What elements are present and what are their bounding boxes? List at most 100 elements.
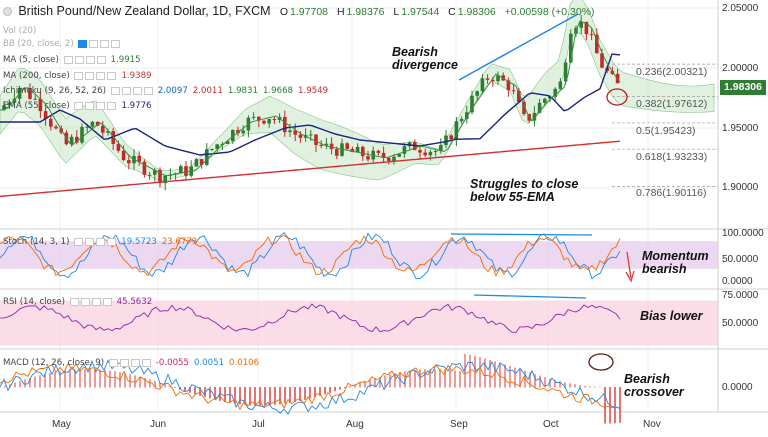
- eye-icon[interactable]: [110, 86, 120, 95]
- candle-body: [251, 116, 256, 118]
- rsi-tick: 50.0000: [722, 318, 759, 329]
- candle-body: [314, 134, 318, 145]
- close-icon[interactable]: [96, 237, 106, 246]
- eye-icon[interactable]: [74, 71, 84, 80]
- close-icon[interactable]: [96, 101, 106, 110]
- candle-body: [262, 120, 266, 124]
- settings-icon[interactable]: [119, 358, 129, 367]
- more-icon[interactable]: [107, 71, 117, 80]
- candle-body: [584, 21, 589, 35]
- close-icon[interactable]: [96, 71, 106, 80]
- macd-histogram-bar: [404, 371, 406, 388]
- eye-icon[interactable]: [74, 101, 84, 110]
- candle-body: [2, 105, 6, 110]
- rsi-band: [0, 300, 718, 346]
- candle-body: [350, 148, 355, 153]
- macd-histogram-bar: [214, 387, 216, 400]
- macd-histogram-bar: [159, 382, 161, 388]
- candle-body: [376, 150, 381, 153]
- macd-histogram-bar: [114, 371, 116, 388]
- macd-histogram-bar: [169, 385, 171, 388]
- macd-histogram-bar: [509, 365, 511, 388]
- eye-icon[interactable]: [108, 358, 118, 367]
- candle-body: [449, 135, 453, 140]
- more-icon[interactable]: [102, 297, 112, 306]
- ema55-line: [0, 53, 621, 156]
- legend-macd[interactable]: MACD (12, 26, close, 9) -0.0055 0.0051 0.0…: [3, 358, 259, 369]
- close-icon[interactable]: [91, 297, 101, 306]
- settings-icon[interactable]: [85, 71, 95, 80]
- symbol-title: British Pound/New Zealand Dollar, 1D, FX…: [18, 4, 271, 18]
- month-label: Sep: [450, 419, 468, 430]
- candle-body: [324, 143, 329, 146]
- high-value: 1.98376: [346, 6, 385, 18]
- eye-icon[interactable]: [74, 237, 84, 246]
- change-value: +0.00598 (+0.30%): [504, 6, 595, 18]
- trendline-price: [458, 13, 579, 81]
- eye-icon[interactable]: [63, 55, 73, 64]
- legend-ma5[interactable]: MA (5, close) 1.9915: [3, 55, 141, 66]
- macd-histogram-bar: [499, 362, 501, 388]
- eye-icon[interactable]: [69, 297, 79, 306]
- settings-icon[interactable]: [74, 55, 84, 64]
- candle-body: [95, 121, 100, 126]
- candle-body: [595, 34, 599, 54]
- macd-histogram-bar: [464, 353, 466, 388]
- candle-body: [153, 169, 157, 175]
- candle-body: [407, 142, 412, 147]
- legend-ma200[interactable]: MA (200, close) 1.9389: [3, 71, 152, 82]
- legend-ichimoku[interactable]: Ichimoku (9, 26, 52, 26) 2.0097 2.0011 1.9…: [3, 86, 328, 97]
- macd-histogram-bar: [449, 369, 451, 388]
- candle-body: [511, 90, 516, 92]
- fib-label: 0.786(1.90116): [636, 187, 707, 199]
- close-icon[interactable]: [130, 358, 140, 367]
- month-label: Jun: [150, 419, 167, 430]
- fib-label: 0.382(1.97612): [636, 98, 708, 110]
- settings-icon[interactable]: [85, 101, 95, 110]
- macd-line: [0, 359, 621, 415]
- macd-histogram-bar: [19, 380, 21, 388]
- collapse-icon[interactable]: [3, 7, 12, 17]
- more-icon[interactable]: [107, 101, 117, 110]
- macd-histogram-bar: [4, 385, 6, 388]
- more-icon[interactable]: [111, 39, 121, 48]
- close-icon[interactable]: [85, 55, 95, 64]
- macd-histogram-bar: [299, 387, 301, 401]
- more-icon[interactable]: [143, 86, 153, 95]
- candle-body: [231, 129, 235, 142]
- candle-body: [589, 34, 594, 36]
- candle-body: [43, 111, 48, 119]
- close-icon[interactable]: [132, 86, 142, 95]
- settings-icon[interactable]: [80, 297, 90, 306]
- legend-ema[interactable]: EMA (55, close) 1.9776: [3, 101, 152, 112]
- ma200-line: [0, 140, 621, 198]
- more-icon[interactable]: [107, 237, 117, 246]
- stoch-d-value: 23.6773: [161, 237, 198, 247]
- legend-bb[interactable]: BB (20, close, 2): [3, 39, 121, 50]
- open-value: 1.97708: [290, 6, 329, 18]
- annotation-line: Bias lower: [640, 309, 703, 323]
- more-icon[interactable]: [141, 358, 151, 367]
- macd-histogram-bar: [564, 382, 566, 388]
- annotation-line: Bearish: [624, 372, 670, 386]
- more-icon[interactable]: [96, 55, 106, 64]
- macd-histogram-bar: [189, 387, 191, 393]
- eye-icon[interactable]: [78, 39, 88, 48]
- macd-histogram-bar: [479, 357, 481, 388]
- legend-rsi[interactable]: RSI (14, close) 45.5632: [3, 297, 152, 308]
- settings-icon[interactable]: [85, 237, 95, 246]
- settings-icon[interactable]: [89, 39, 99, 48]
- legend-stoch[interactable]: Stoch (14, 3, 1) 19.5723 23.6773: [3, 237, 197, 248]
- macd-histogram-bar: [439, 369, 441, 388]
- settings-icon[interactable]: [121, 86, 131, 95]
- macd-histogram-bar: [209, 387, 211, 399]
- month-label: May: [52, 419, 71, 430]
- close-icon[interactable]: [100, 39, 110, 48]
- annotation-crossover: Bearish crossover: [624, 373, 684, 399]
- legend-vol[interactable]: Vol (20): [3, 26, 36, 37]
- close-label: C: [448, 6, 456, 18]
- candle-body: [600, 53, 604, 68]
- macd-histogram-bar: [569, 383, 571, 388]
- legend-ema-value: 1.9776: [121, 101, 152, 111]
